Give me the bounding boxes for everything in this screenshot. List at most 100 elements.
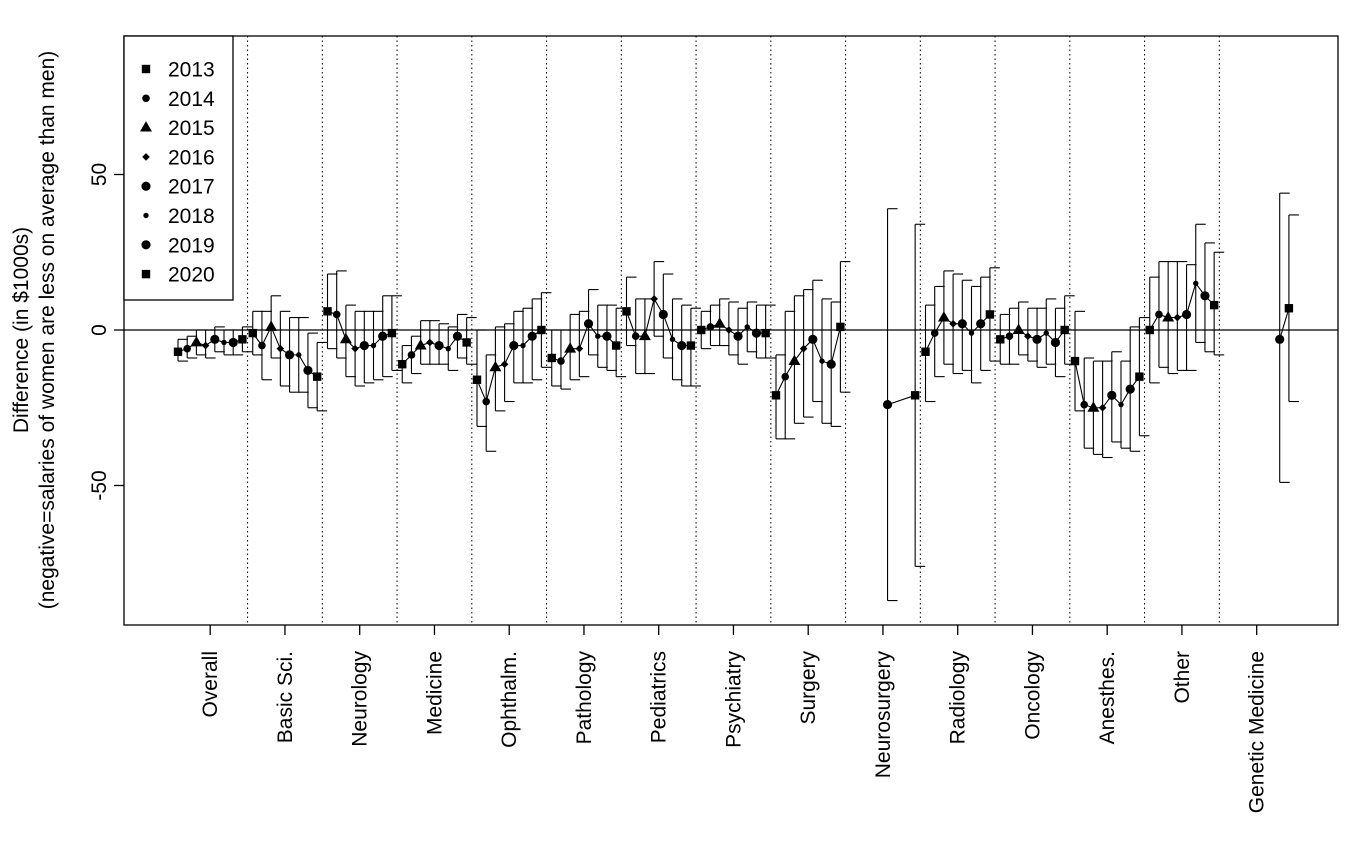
- data-point: [910, 391, 920, 400]
- data-point: [1155, 310, 1163, 319]
- data-point: [836, 322, 845, 332]
- data-point: [462, 338, 471, 347]
- legend-label: 2019: [168, 234, 215, 257]
- x-axis: Overall Basic Sci. Neurology Medicine Ophtha…: [199, 625, 1269, 813]
- data-point: [930, 329, 939, 337]
- data-point: [1135, 372, 1144, 381]
- group-oncology: [996, 295, 1075, 378]
- legend-label: 2015: [168, 117, 215, 140]
- data-point: [658, 309, 668, 320]
- data-point: [398, 360, 407, 369]
- data-point: [1145, 325, 1154, 335]
- group-anesthes-: [1070, 310, 1150, 459]
- data-point: [1098, 403, 1107, 412]
- y-tick-label: 50: [88, 163, 111, 186]
- data-point: [771, 391, 781, 400]
- data-point: [564, 342, 577, 353]
- data-point: [482, 397, 491, 406]
- group-pediatrics: [622, 261, 701, 387]
- data-point: [173, 347, 183, 356]
- category-label: Genetic Medicine: [1246, 651, 1269, 813]
- data-point: [359, 340, 369, 351]
- data-point: [332, 310, 341, 319]
- data-point: [725, 326, 733, 334]
- data-point: [706, 323, 715, 331]
- data-point: [761, 328, 770, 338]
- legend-marker: [143, 212, 149, 219]
- data-point: [258, 341, 266, 350]
- data-point: [799, 344, 808, 353]
- data-point: [669, 336, 676, 343]
- data-point: [697, 325, 706, 335]
- data-point: [819, 358, 825, 364]
- group-ophthalm-: [472, 292, 552, 452]
- data-point: [183, 344, 191, 353]
- data-point: [1080, 400, 1088, 409]
- data-point: [1193, 280, 1199, 287]
- data-point: [527, 331, 537, 341]
- data-point: [238, 335, 247, 344]
- data-point: [957, 319, 967, 329]
- data-point: [733, 331, 743, 341]
- legend-label: 2014: [168, 88, 215, 111]
- data-point: [996, 335, 1005, 344]
- data-point: [378, 331, 388, 341]
- data-point: [686, 341, 696, 350]
- group-pathology: [547, 289, 627, 390]
- legend-label: 2020: [168, 264, 215, 287]
- legend-marker: [142, 94, 150, 103]
- data-point: [303, 365, 313, 376]
- y-axis: -50 0 50: [88, 163, 124, 501]
- category-label: Overall: [199, 651, 222, 718]
- data-point: [781, 372, 789, 381]
- y-tick-label: 0: [88, 324, 111, 336]
- legend: 2013 2014 2015 2016 2017 2018 2019 2020: [123, 35, 234, 301]
- legend-label: 2016: [168, 146, 215, 169]
- data-point: [595, 333, 601, 339]
- data-point: [1024, 332, 1032, 341]
- data-point: [611, 341, 621, 350]
- data-point: [248, 328, 257, 338]
- group-neurosurgery: [882, 208, 926, 602]
- group-basic-sci-: [248, 295, 328, 412]
- data-point: [1181, 309, 1192, 320]
- group-psychiatry: [697, 298, 776, 365]
- data-point: [808, 334, 818, 344]
- group-radiology: [921, 267, 1000, 403]
- data-point: [284, 350, 295, 360]
- data-point: [370, 342, 377, 349]
- data-point: [650, 295, 658, 303]
- data-point: [276, 344, 285, 353]
- data-point: [472, 375, 482, 384]
- data-point: [557, 357, 565, 365]
- data-point: [1087, 401, 1100, 412]
- data-point: [201, 341, 210, 350]
- category-label: Psychiatry: [722, 651, 745, 748]
- category-label: Oncology: [1021, 651, 1044, 740]
- data-point: [788, 354, 801, 366]
- data-point: [1043, 330, 1049, 336]
- data-point: [351, 344, 359, 353]
- data-point: [339, 332, 352, 344]
- data-point: [452, 331, 463, 341]
- data-point: [1012, 323, 1025, 334]
- category-label: Neurosurgery: [872, 651, 895, 779]
- data-point: [638, 329, 651, 341]
- data-point: [1118, 401, 1124, 408]
- data-point: [1060, 325, 1069, 335]
- data-point: [1275, 334, 1285, 344]
- data-point: [976, 319, 986, 329]
- legend-marker: [141, 181, 151, 191]
- group-overall: [173, 326, 253, 362]
- group-genetic-medicine: [1275, 192, 1299, 483]
- data-point: [985, 310, 995, 319]
- data-point: [434, 340, 444, 351]
- data-point: [751, 328, 762, 338]
- data-point: [1005, 332, 1014, 341]
- data-point: [520, 342, 526, 349]
- data-point: [414, 339, 427, 350]
- legend-marker: [141, 240, 151, 250]
- legend-marker: [142, 153, 150, 161]
- data-point: [265, 320, 278, 331]
- group-other: [1145, 223, 1225, 384]
